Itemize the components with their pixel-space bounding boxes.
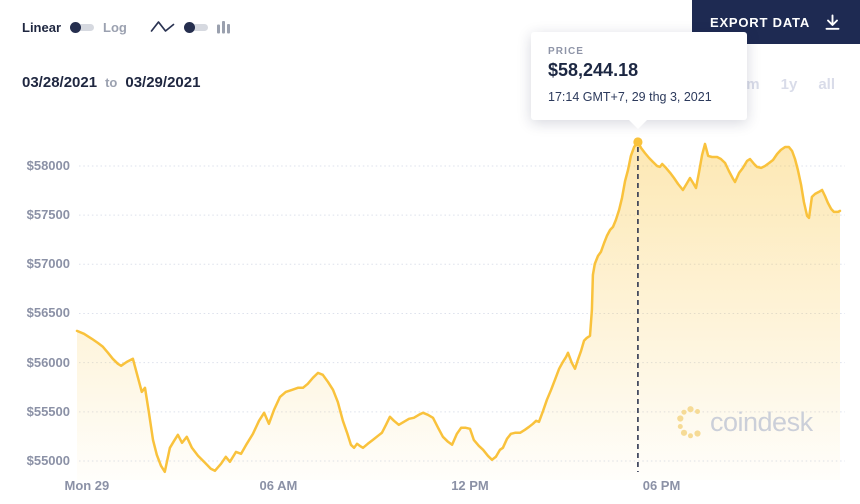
toggle-switch-icon[interactable] <box>184 21 208 33</box>
toggle-knob <box>184 21 195 33</box>
selected-point-marker[interactable] <box>633 137 643 147</box>
watermark-text: coindesk <box>710 406 813 437</box>
logo-dot <box>695 409 700 414</box>
start-date-field[interactable]: 03/28/2021 <box>22 74 98 91</box>
range-option-month[interactable]: m <box>746 76 760 93</box>
x-tick-label: Mon 29 <box>64 478 110 493</box>
date-range-separator: to <box>105 75 118 90</box>
toggle-track <box>73 24 95 31</box>
linear-scale-label[interactable]: Linear <box>22 20 62 35</box>
export-data-label: EXPORT DATA <box>709 14 811 30</box>
logo-dot <box>694 430 701 437</box>
y-tick-label: $57000 <box>26 256 70 272</box>
y-tick-label: $55500 <box>26 403 70 419</box>
logo-dot <box>680 429 688 436</box>
tooltip-price-value: $58,244.18 <box>548 60 639 80</box>
download-icon <box>825 14 840 30</box>
time-range-selector: m 1y all <box>746 76 835 93</box>
tooltip-timestamp: 17:14 GMT+7, 29 thg 3, 2021 <box>548 90 712 104</box>
logo-dot <box>687 406 694 413</box>
logo-dot <box>681 409 687 415</box>
x-tick-label: 06 PM <box>642 478 681 493</box>
price-tooltip: PRICE $58,244.18 17:14 GMT+7, 29 thg 3, … <box>531 32 747 129</box>
tooltip-pointer <box>629 120 647 129</box>
date-range: 03/28/2021 to 03/29/2021 <box>22 74 200 91</box>
range-option-all[interactable]: all <box>818 76 835 93</box>
toggle-track <box>187 23 208 31</box>
line-chart-icon[interactable] <box>150 18 175 36</box>
scale-toggle-group: Linear Log <box>22 20 127 35</box>
y-tick-label: $55000 <box>26 452 70 468</box>
x-tick-label: 12 PM <box>451 478 489 493</box>
log-scale-label[interactable]: Log <box>103 20 127 35</box>
toggle-switch-icon[interactable] <box>70 22 95 33</box>
toggle-knob <box>70 22 82 33</box>
watermark: coindesk <box>677 405 813 439</box>
range-option-1y[interactable]: 1y <box>780 76 798 93</box>
tooltip-price-label: PRICE <box>548 46 585 57</box>
end-date-field[interactable]: 03/29/2021 <box>125 74 201 91</box>
x-tick-label: 06 AM <box>259 478 298 493</box>
y-tick-label: $56000 <box>26 354 70 370</box>
price-line <box>75 140 842 474</box>
y-tick-label: $57500 <box>26 207 70 223</box>
price-area <box>77 142 840 480</box>
logo-dot <box>677 424 683 429</box>
logo-dot <box>688 433 693 439</box>
y-tick-label: $56500 <box>26 305 70 321</box>
coindesk-logo-icon <box>677 406 701 439</box>
y-tick-label: $58000 <box>26 157 70 173</box>
chart-style-toggle-group <box>150 18 232 36</box>
bar-chart-icon[interactable] <box>217 18 232 36</box>
logo-dot <box>677 415 684 422</box>
